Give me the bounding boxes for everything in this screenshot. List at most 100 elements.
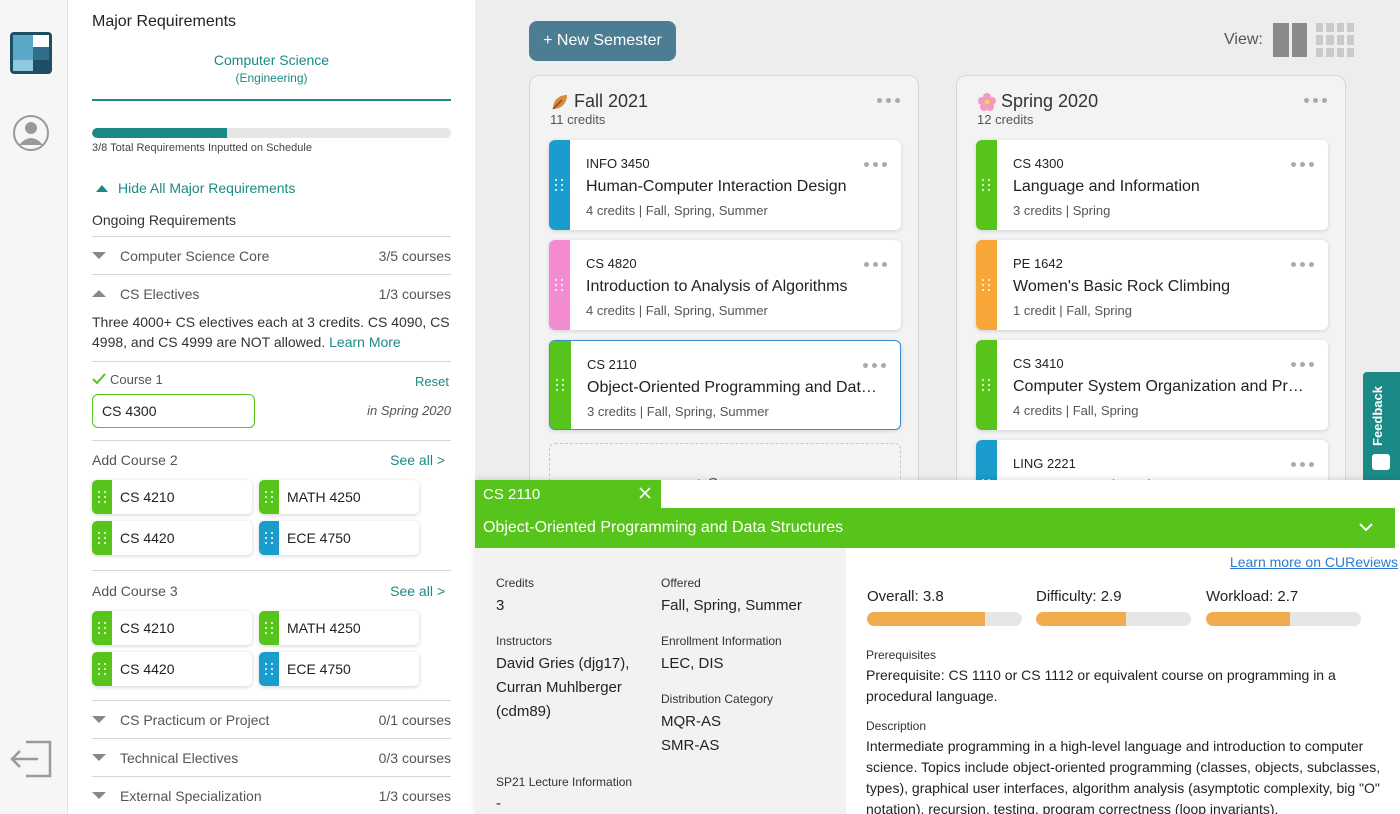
drag-handle-icon[interactable]: [264, 491, 274, 503]
chat-icon: [1372, 454, 1390, 470]
semester-fall-2021: Fall 2021 11 credits INFO 3450 Human-Comp…: [529, 75, 919, 535]
major-name[interactable]: Computer Science: [213, 52, 330, 68]
course-chip[interactable]: MATH 4250: [259, 480, 419, 514]
app-logo-icon[interactable]: [10, 32, 52, 74]
course-detail-tab[interactable]: CS 2110: [475, 480, 661, 508]
course-chip[interactable]: CS 4210: [92, 611, 252, 645]
requirement-row-cs-practicum[interactable]: CS Practicum or Project 0/1 courses: [92, 700, 451, 738]
drag-handle-icon[interactable]: [556, 379, 565, 391]
distribution-value: MQR-AS SMR-AS: [661, 713, 721, 754]
drag-handle-icon[interactable]: [264, 532, 274, 544]
drag-handle-icon[interactable]: [97, 622, 107, 634]
semester-credits: 11 credits: [550, 112, 606, 127]
course-more-icon[interactable]: [864, 162, 887, 167]
enrollment-label: Enrollment Information: [661, 634, 782, 648]
drag-handle-icon[interactable]: [97, 663, 107, 675]
course-card[interactable]: CS 3410 Computer System Organization and …: [976, 340, 1328, 430]
course-detail-tab-code: CS 2110: [483, 485, 541, 503]
drag-handle-icon[interactable]: [97, 491, 107, 503]
electives-description: Three 4000+ CS electives each at 3 credi…: [92, 312, 451, 352]
drag-handle-icon[interactable]: [555, 179, 564, 191]
course-chip[interactable]: ECE 4750: [259, 652, 419, 686]
requirements-title: Major Requirements: [92, 13, 237, 30]
add-course-3-header: Add Course 3 See all >: [92, 583, 451, 599]
requirement-row-external-specialization[interactable]: External Specialization 1/3 courses: [92, 776, 451, 814]
learn-more-link[interactable]: Learn More: [329, 334, 401, 350]
course-detail-header[interactable]: Object-Oriented Programming and Data Str…: [475, 508, 1395, 548]
requirement-row-cs-core[interactable]: Computer Science Core 3/5 courses: [92, 236, 451, 274]
overall-label: Overall: 3.8: [867, 588, 944, 605]
drag-handle-icon[interactable]: [97, 532, 107, 544]
course-detail-title: Object-Oriented Programming and Data Str…: [483, 519, 844, 536]
requirements-progress-fill: [92, 128, 227, 138]
profile-icon[interactable]: [12, 114, 50, 152]
offered-label: Offered: [661, 576, 701, 590]
drag-handle-icon[interactable]: [982, 379, 991, 391]
drag-handle-icon[interactable]: [982, 279, 991, 291]
requirements-progress-bar: [92, 128, 451, 138]
course-more-icon[interactable]: [1291, 462, 1314, 467]
course-chip[interactable]: CS 4420: [92, 521, 252, 555]
drag-handle-icon[interactable]: [555, 279, 564, 291]
see-all-link[interactable]: See all >: [390, 583, 445, 599]
course-meta: 3 credits | Fall, Spring, Summer: [587, 404, 769, 419]
course-chip[interactable]: ECE 4750: [259, 521, 419, 555]
drag-handle-icon[interactable]: [982, 179, 991, 191]
course-more-icon[interactable]: [1291, 162, 1314, 167]
semester-name: Fall 2021: [550, 91, 648, 112]
cureviews-link[interactable]: Learn more on CUReviews: [1229, 554, 1398, 570]
major-school: (Engineering): [235, 71, 308, 85]
electives-description-text: Three 4000+ CS electives each at 3 credi…: [92, 314, 450, 350]
difficulty-metric: Difficulty: 2.9: [1036, 588, 1191, 626]
enrollment-value: LEC, DIS: [661, 655, 724, 672]
course-chip[interactable]: MATH 4250: [259, 611, 419, 645]
drag-handle-icon[interactable]: [264, 663, 274, 675]
course-detail-panel: CS 2110 Object-Oriented Programming and …: [475, 480, 1400, 814]
requirement-count: 1/3 courses: [378, 285, 451, 302]
requirement-row-cs-electives[interactable]: CS Electives 1/3 courses: [92, 274, 451, 312]
close-icon[interactable]: [639, 487, 651, 499]
course-chip-code: ECE 4750: [287, 661, 351, 677]
course-1-label: Course 1: [110, 372, 163, 387]
semester-more-icon[interactable]: [877, 98, 900, 103]
course-more-icon[interactable]: [1291, 262, 1314, 267]
course-title: Human-Computer Interaction Design: [586, 178, 847, 195]
flower-icon: [978, 92, 996, 111]
course-meta: 3 credits | Spring: [1013, 203, 1111, 218]
course-more-icon[interactable]: [1291, 362, 1314, 367]
leaf-icon: [552, 94, 567, 110]
difficulty-label: Difficulty: 2.9: [1036, 588, 1122, 605]
course-more-icon[interactable]: [864, 262, 887, 267]
major-tab-underline: [92, 99, 451, 101]
lecture-info-label: SP21 Lecture Information: [496, 775, 633, 789]
chevron-down-icon[interactable]: [1359, 522, 1373, 532]
course-1-input[interactable]: CS 4300: [92, 394, 255, 428]
feedback-tab[interactable]: Feedback: [1363, 372, 1400, 484]
expand-down-icon: [92, 792, 106, 799]
course-chip[interactable]: CS 4420: [92, 652, 252, 686]
course-more-icon[interactable]: [863, 363, 886, 368]
two-column-view-icon[interactable]: [1273, 23, 1307, 57]
course-chip-code: CS 4420: [120, 661, 175, 677]
new-semester-button[interactable]: + New Semester: [529, 21, 676, 61]
course-card[interactable]: CS 4820 Introduction to Analysis of Algor…: [549, 240, 901, 330]
compact-view-icon[interactable]: [1316, 23, 1354, 57]
course-chip[interactable]: CS 4210: [92, 480, 252, 514]
course-card[interactable]: CS 4300 Language and Information 3 credits…: [976, 140, 1328, 230]
semester-more-icon[interactable]: [1304, 98, 1327, 103]
requirement-row-technical-electives[interactable]: Technical Electives 0/3 courses: [92, 738, 451, 776]
course-card[interactable]: INFO 3450 Human-Computer Interaction Desi…: [549, 140, 901, 230]
drag-handle-icon[interactable]: [264, 622, 274, 634]
course-card[interactable]: CS 2110 Object-Oriented Programming and D…: [549, 340, 901, 430]
course-reviews-column: Learn more on CUReviews Overall: 3.8 Dif…: [846, 548, 1400, 814]
credits-label: Credits: [496, 576, 535, 590]
reset-button[interactable]: Reset: [415, 374, 449, 389]
semester-credits: 12 credits: [977, 112, 1034, 127]
see-all-link[interactable]: See all >: [390, 452, 445, 468]
course-card[interactable]: PE 1642 Women's Basic Rock Climbing 1 cred…: [976, 240, 1328, 330]
divider: [92, 361, 451, 362]
hide-requirements-toggle[interactable]: Hide All Major Requirements: [92, 180, 295, 196]
requirement-count: 1/3 courses: [378, 787, 451, 804]
course-code: CS 2110: [587, 357, 637, 372]
logout-icon[interactable]: [8, 738, 54, 780]
